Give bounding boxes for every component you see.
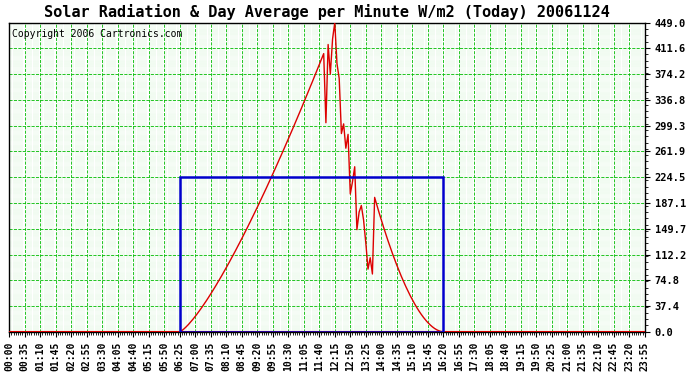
Text: Copyright 2006 Cartronics.com: Copyright 2006 Cartronics.com — [12, 29, 183, 39]
Bar — [179, 177, 443, 332]
Title: Solar Radiation & Day Average per Minute W/m2 (Today) 20061124: Solar Radiation & Day Average per Minute… — [44, 4, 610, 20]
